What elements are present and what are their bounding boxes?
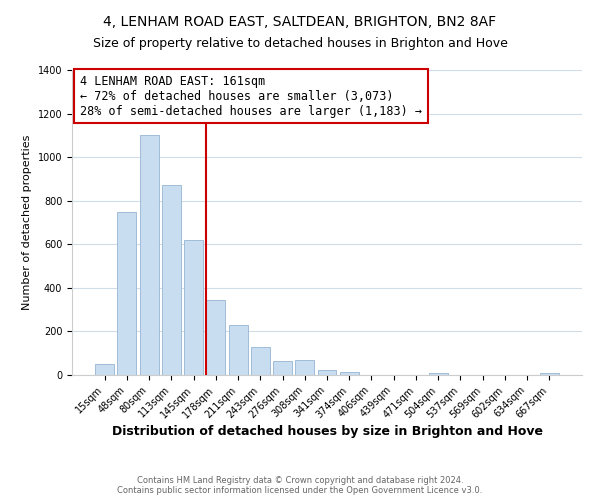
Text: 4 LENHAM ROAD EAST: 161sqm
← 72% of detached houses are smaller (3,073)
28% of s: 4 LENHAM ROAD EAST: 161sqm ← 72% of deta…: [80, 74, 422, 118]
X-axis label: Distribution of detached houses by size in Brighton and Hove: Distribution of detached houses by size …: [112, 425, 542, 438]
Bar: [251, 346, 270, 375]
Text: Contains HM Land Registry data © Crown copyright and database right 2024.
Contai: Contains HM Land Registry data © Crown c…: [118, 476, 482, 495]
Bar: [95, 364, 114, 375]
Bar: [540, 373, 559, 375]
Bar: [206, 300, 225, 375]
Bar: [340, 372, 359, 375]
Text: 4, LENHAM ROAD EAST, SALTDEAN, BRIGHTON, BN2 8AF: 4, LENHAM ROAD EAST, SALTDEAN, BRIGHTON,…: [103, 15, 497, 29]
Bar: [118, 212, 136, 375]
Bar: [184, 240, 203, 375]
Bar: [317, 370, 337, 375]
Bar: [295, 360, 314, 375]
Bar: [429, 373, 448, 375]
Bar: [140, 136, 158, 375]
Bar: [162, 186, 181, 375]
Bar: [229, 325, 248, 375]
Bar: [273, 361, 292, 375]
Y-axis label: Number of detached properties: Number of detached properties: [22, 135, 32, 310]
Text: Size of property relative to detached houses in Brighton and Hove: Size of property relative to detached ho…: [92, 38, 508, 51]
